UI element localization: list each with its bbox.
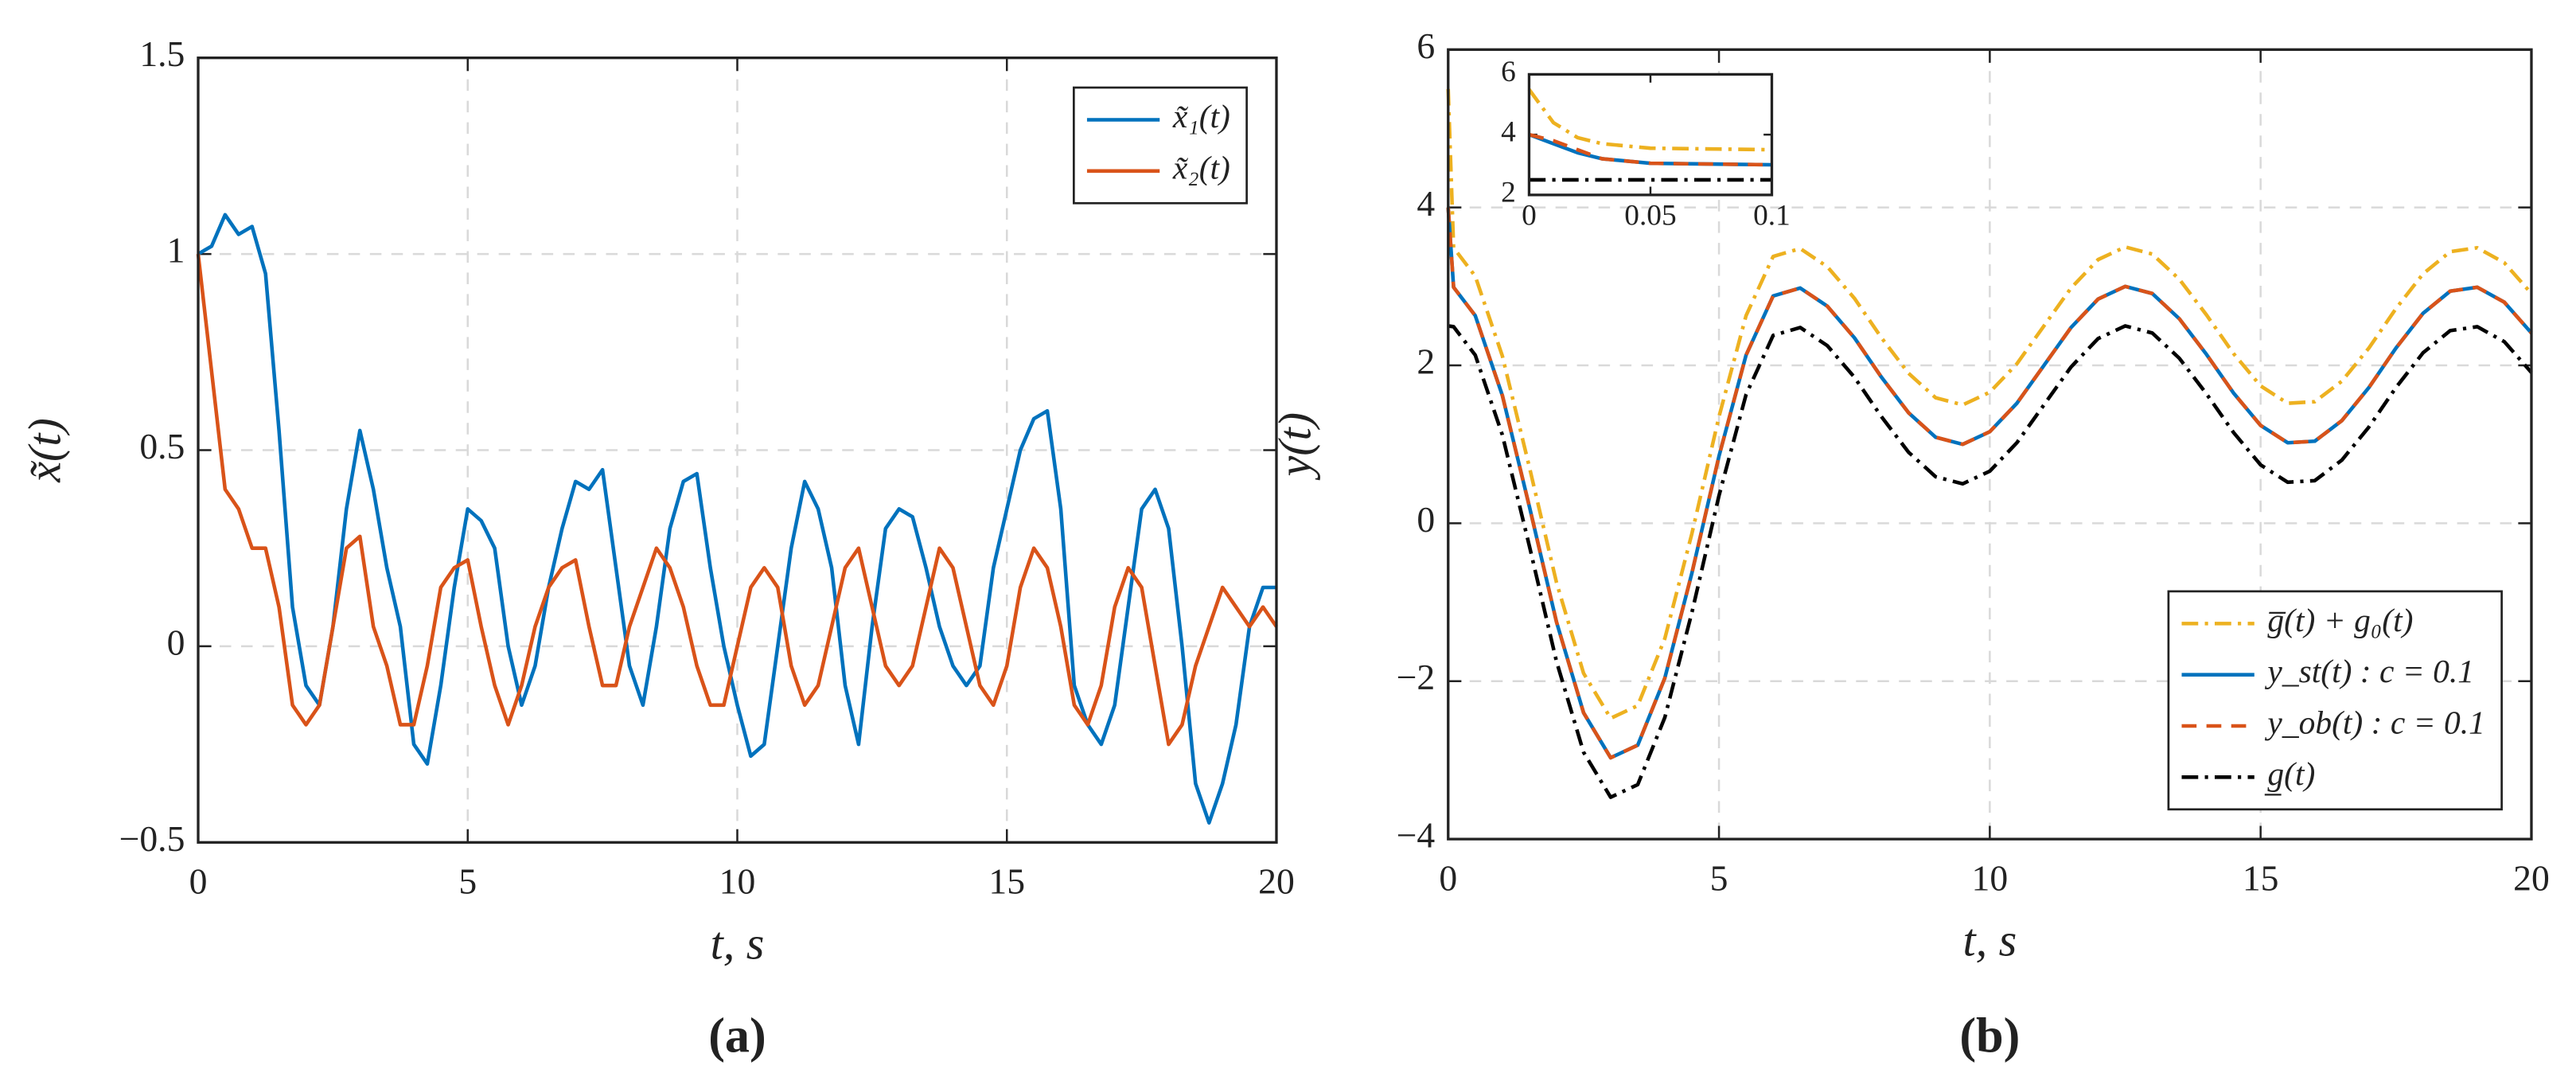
x-tick-label: 15: [988, 861, 1025, 902]
x-tick-label: 0.1: [1753, 200, 1791, 232]
series-line: [196, 253, 1278, 747]
legend-label: g̲(t): [2264, 755, 2316, 796]
y-tick-label: −2: [1397, 657, 1436, 697]
y-tick-label: −0.5: [119, 818, 185, 859]
axes-frame: [197, 57, 1278, 844]
legend-box: [1072, 86, 1248, 205]
legend-label: y_st(t) : c = 0.1: [2264, 653, 2474, 690]
y-axis-label: x̃(t): [19, 418, 71, 483]
x-tick-label: 20: [2513, 858, 2550, 899]
x-tick-label: 0: [1439, 858, 1457, 899]
series-line: [1527, 88, 1772, 152]
axes-frame: [1447, 48, 2533, 841]
panel: 0 5 10 15 20−0.500.511.5t, sx̃(t)(a)x̃₁(t)x̃…: [19, 33, 1295, 1063]
series-line: [1446, 207, 2533, 760]
x-axis-label: t, s: [1962, 914, 2017, 966]
x-tick-label: 5: [458, 861, 477, 902]
y-tick-label: 6: [1501, 56, 1516, 88]
series-line: [197, 213, 1276, 825]
legend-box: [2167, 590, 2503, 811]
y-tick-label: 1: [167, 230, 185, 271]
legend-label: x̃₁(t): [1172, 98, 1230, 135]
panel-label: (a): [708, 1009, 766, 1063]
y-tick-label: 4: [1501, 116, 1516, 149]
x-tick-label: 5: [1710, 858, 1728, 899]
y-tick-label: 6: [1417, 25, 1435, 66]
y-tick-label: −4: [1397, 815, 1436, 856]
y-axis-label: y(t): [1269, 412, 1320, 481]
x-axis-label: t, s: [711, 917, 765, 969]
plot-area: [1529, 74, 1772, 195]
x-tick-label: 10: [719, 861, 756, 902]
x-tick-label: 20: [1258, 861, 1295, 902]
y-tick-label: 0: [1417, 499, 1435, 540]
series-line: [1528, 132, 1772, 167]
legend: x̃₁(t) x̃₂(t): [1072, 86, 1248, 205]
legend-label: x̃₂(t): [1172, 149, 1230, 186]
y-tick-label: 2: [1417, 341, 1435, 381]
y-tick-label: 0.5: [139, 426, 185, 466]
panel-label: (b): [1959, 1009, 2020, 1063]
series-line: [1448, 324, 2533, 799]
y-tick-label: 4: [1417, 183, 1435, 224]
y-tick-label: 2: [1501, 176, 1516, 209]
x-tick-label: 15: [2243, 858, 2279, 899]
legend-label: g̅(t) + g₀(t): [2267, 602, 2413, 639]
x-tick-label: 0.05: [1624, 200, 1676, 232]
x-tick-label: 0: [1522, 200, 1537, 232]
axes-frame: [1527, 72, 1774, 197]
legend-label: y_ob(t) : c = 0.1: [2264, 704, 2484, 742]
y-tick-label: 1.5: [139, 33, 185, 74]
legend: g̅(t) + g₀(t) y_st(t) : c = 0.1 y_ob(t) : …: [2167, 590, 2503, 811]
inset: 0 0.05 0.1 2 4 6: [1501, 56, 1791, 232]
series-line: [1446, 88, 2533, 720]
x-tick-label: 10: [1972, 858, 2009, 899]
x-tick-label: 0: [189, 861, 208, 902]
y-tick-label: 0: [167, 622, 185, 662]
